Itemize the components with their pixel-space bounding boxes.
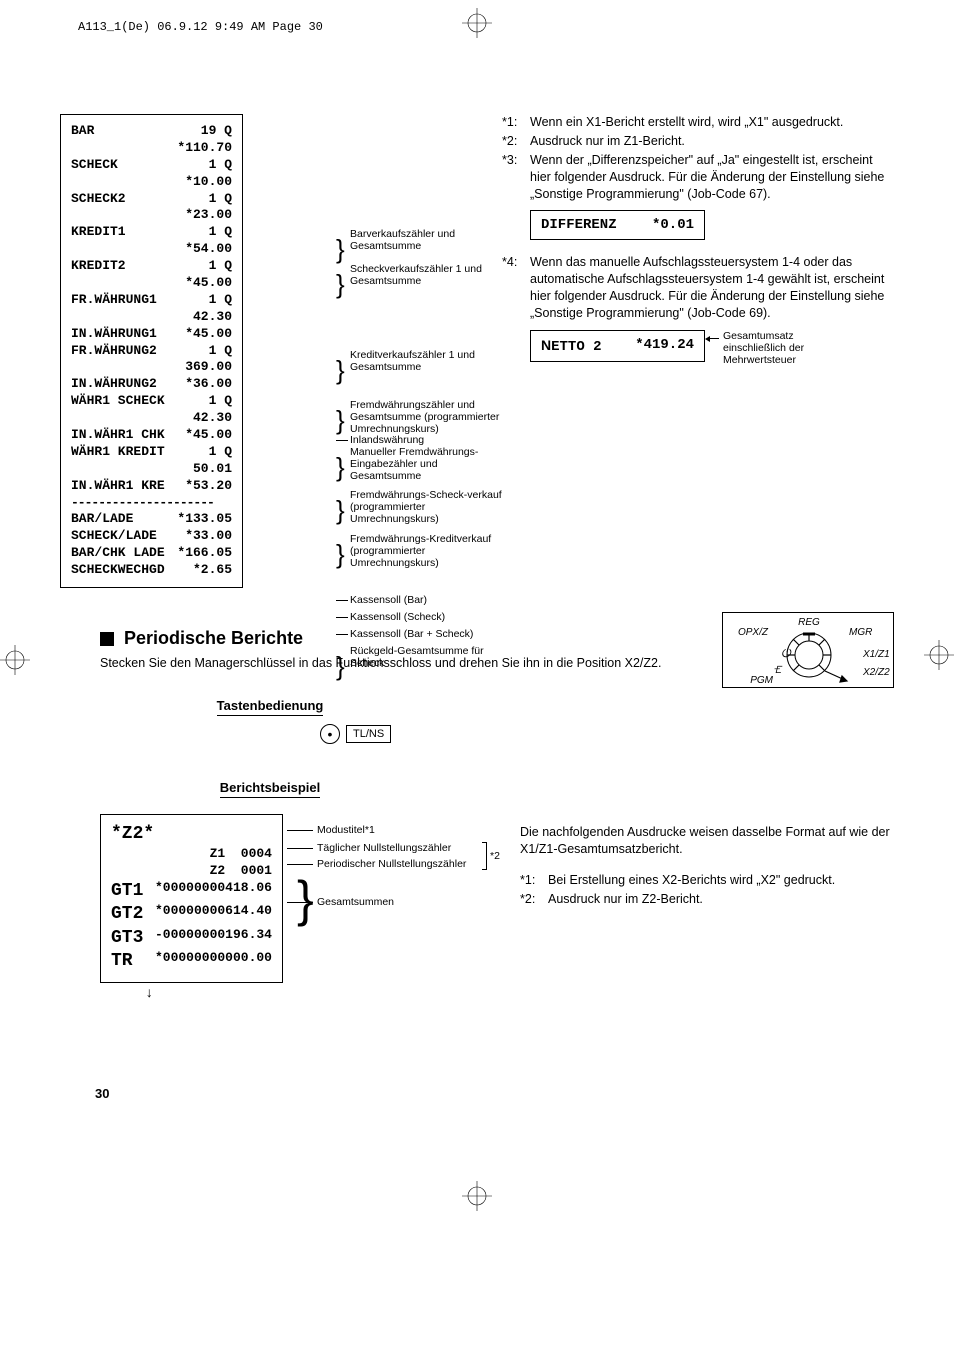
brace-icon: }: [336, 653, 345, 679]
z2-annotation-text: Gesamtsummen: [317, 896, 394, 908]
crop-mark-right: [924, 640, 954, 670]
z2-annotations: Modustitel*1 Täglicher Nullstellungszähle…: [317, 806, 507, 1002]
brace-icon: }: [336, 407, 345, 433]
annotation-text: Manueller Fremdwährungs-Eingabezähler un…: [350, 446, 510, 482]
note4-text: Wenn das manuelle Aufschlagssteuersystem…: [530, 254, 894, 322]
note-label: *1:: [520, 872, 548, 889]
annotation-text: Kassensoll (Scheck): [350, 611, 445, 623]
note4-wrap: *4: Wenn das manuelle Aufschlagssteuersy…: [502, 254, 894, 322]
key-sequence: • TL/NS: [320, 724, 894, 744]
z2-annotation-text: Periodischer Nullstellungszähler: [317, 858, 466, 870]
annotation-text: Scheckverkaufszähler 1 und Gesamtsumme: [350, 263, 510, 287]
z2-right-notes: *1:Bei Erstellung eines X2-Berichts wird…: [520, 872, 900, 908]
note-label: *2:: [502, 133, 530, 150]
crop-mark-left: [0, 645, 30, 675]
annotation-text: Kassensoll (Bar + Scheck): [350, 628, 473, 640]
dial-mgr: MGR: [849, 627, 872, 638]
key-dot: •: [320, 724, 340, 744]
differenz-box: DIFFERENZ *0.01: [530, 210, 705, 240]
annotation-text: Rückgeld-Gesamtsumme für Scheck: [350, 645, 510, 669]
netto-label: NETTO 2: [541, 337, 602, 355]
dial-pgm: PGM: [750, 675, 773, 686]
key-tlns: TL/NS: [346, 725, 391, 743]
receipt-main: BAR19 Q*110.70SCHECK1 Q*10.00SCHECK21 Q*…: [60, 114, 243, 588]
notes-list: *1:Wenn ein X1-Bericht erstellt wird, wi…: [502, 114, 894, 202]
note-text: Wenn der „Differenzspeicher" auf „Ja" ei…: [530, 152, 894, 203]
key-icon: 🝗: [773, 665, 783, 676]
dial-opxz: OPX/Z: [738, 627, 769, 638]
note-label: *2:: [520, 891, 548, 908]
z2-annotation-text: Modustitel*1: [317, 824, 375, 836]
arrow-down-icon: ↓: [145, 986, 283, 1002]
subheading-bericht: Berichtsbeispiel: [220, 780, 320, 798]
annotation-text: Kreditverkaufszähler 1 und Gesamtsumme: [350, 349, 510, 373]
z2-receipt: *Z2*Z1 0004Z2 0001GT1*00000000418.06GT2*…: [100, 814, 283, 983]
dial-reg: REG: [798, 617, 820, 628]
note-text: Ausdruck nur im Z1-Bericht.: [530, 133, 894, 150]
page-number: 30: [95, 1086, 109, 1101]
annotation-text: Barverkaufszähler und Gesamtsumme: [350, 228, 510, 252]
mode-dial: REG OPX/Z MGR X1/Z1 X2/Z2 PGM ⏻ 🝗: [722, 612, 894, 688]
brace-icon: }: [336, 236, 345, 262]
z2-right-body: Die nachfolgenden Ausdrucke weisen dasse…: [520, 824, 900, 858]
crop-mark-bottom: [462, 1181, 492, 1211]
brace-icon: }: [336, 541, 345, 567]
differenz-label: DIFFERENZ: [541, 217, 617, 233]
dial-x2z2: X2/Z2: [862, 667, 890, 678]
section-heading: Periodische Berichte: [124, 628, 303, 649]
crop-mark-top: [462, 8, 492, 38]
netto-side-note: Gesamtumsatz einschließlich der Mehrwert…: [723, 330, 833, 366]
brace-icon: }: [336, 497, 345, 523]
annotation-text: Inlandswährung: [350, 434, 424, 446]
annotation-text: Fremdwährungs-Scheck-verkauf (programmie…: [350, 489, 510, 525]
annotation-text: Fremdwährungs-Kreditverkauf (programmier…: [350, 533, 510, 569]
note-text: Ausdruck nur im Z2-Bericht.: [548, 891, 900, 908]
subheading-tasten: Tastenbedienung: [217, 698, 324, 716]
dial-x1z1: X1/Z1: [862, 649, 890, 660]
brace-icon: }: [336, 271, 345, 297]
brace-icon: }: [336, 454, 345, 480]
square-bullet-icon: [100, 632, 114, 646]
annotation-text: Kassensoll (Bar): [350, 594, 427, 606]
netto-value: *419.24: [635, 337, 694, 355]
brace-icon: }: [336, 357, 345, 383]
star2-label: *2: [490, 850, 500, 862]
annotation-text: Fremdwährungszähler und Gesamtsumme (pro…: [350, 399, 510, 435]
differenz-value: *0.01: [652, 217, 694, 233]
z2-annotation-text: Täglicher Nullstellungszähler: [317, 842, 451, 854]
note-text: Wenn ein X1-Bericht erstellt wird, wird …: [530, 114, 894, 131]
note-label: *1:: [502, 114, 530, 131]
note-label: *3:: [502, 152, 530, 203]
netto-box: NETTO 2 *419.24: [530, 330, 705, 362]
note-text: Bei Erstellung eines X2-Berichts wird „X…: [548, 872, 900, 889]
power-icon: ⏻: [781, 646, 792, 660]
